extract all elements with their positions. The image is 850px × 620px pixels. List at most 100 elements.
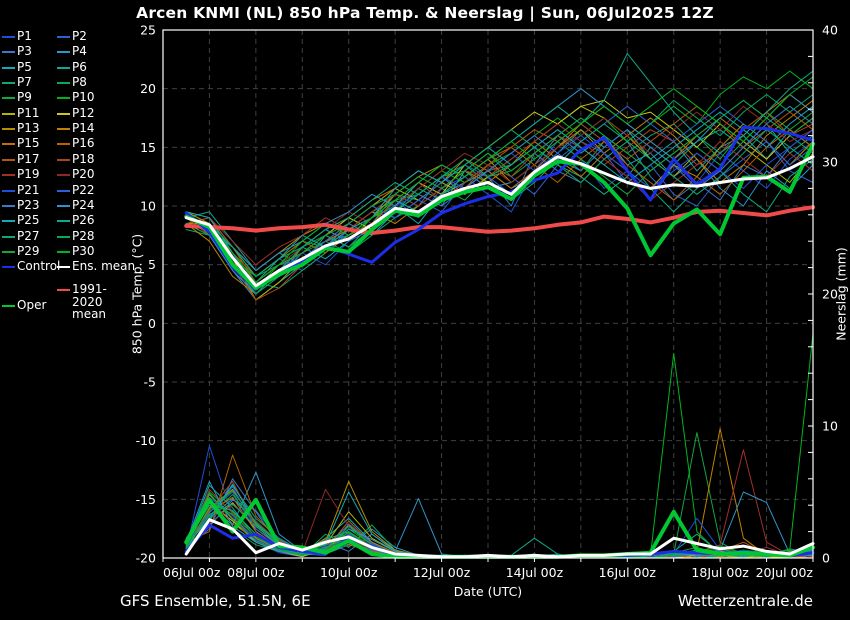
legend-item-p4: P4 <box>57 45 87 58</box>
series-temp-1991-2020 mean <box>184 205 815 235</box>
legend-label: Control <box>17 259 61 274</box>
legend-swatch-p17 <box>2 158 15 161</box>
legend-item-p3: P3 <box>2 45 32 58</box>
legend-swatch-p23 <box>2 204 15 207</box>
legend-item-p28: P28 <box>57 228 95 243</box>
legend-swatch-p3 <box>2 51 15 54</box>
legend-label: P21 <box>17 182 40 197</box>
legend-label: P14 <box>72 121 95 136</box>
legend-swatch-p10 <box>57 97 70 100</box>
legend-item-p14: P14 <box>57 122 95 135</box>
footer-model-info: GFS Ensemble, 51.5N, 6E <box>120 592 311 610</box>
legend-swatch-p8 <box>57 82 70 85</box>
legend-label: P2 <box>72 29 87 43</box>
legend-swatch-p6 <box>57 66 70 69</box>
series-precip-Ens. mean <box>184 518 815 559</box>
legend-item-p13: P13 <box>2 122 40 135</box>
legend-item-p22: P22 <box>57 182 95 197</box>
series-temp-Oper <box>184 141 815 291</box>
legend-label: P24 <box>72 197 95 212</box>
member-temp-P22 <box>185 105 814 289</box>
legend-swatch-p7 <box>2 82 15 85</box>
legend-swatch-p13 <box>2 128 15 131</box>
legend-swatch-oper <box>2 304 15 307</box>
legend-item-p10: P10 <box>57 91 95 104</box>
x-tick-label: 18Jul 00z <box>691 565 749 580</box>
legend-swatch-p12 <box>57 112 70 115</box>
legend-swatch-p15 <box>2 143 15 146</box>
legend-label: P15 <box>17 136 40 151</box>
series-temp-Ens. mean <box>184 155 815 288</box>
legend-item-p7: P7 <box>2 76 32 89</box>
member-precip-P10 <box>185 352 814 559</box>
legend-item-p1: P1 <box>2 30 32 43</box>
legend-item-clim: 1991-2020 mean <box>57 283 134 321</box>
legend-label: P29 <box>17 243 40 258</box>
legend-label: P19 <box>17 167 40 182</box>
legend-label: P23 <box>17 197 40 212</box>
member-temp-P25 <box>185 105 814 283</box>
legend-swatch-ens-mean <box>57 266 70 269</box>
legend-swatch-p1 <box>2 36 15 38</box>
x-tick-label: 16Jul 00z <box>599 565 657 580</box>
member-precip-P30 <box>185 333 814 559</box>
legend-swatch-p21 <box>2 189 15 192</box>
right-tick-label: 40 <box>822 23 838 38</box>
legend-swatch-p19 <box>2 174 15 177</box>
right-tick-label: 20 <box>822 287 838 302</box>
legend-swatch-p9 <box>2 97 15 100</box>
legend-label: P25 <box>17 213 40 228</box>
legend-swatch-p20 <box>57 174 70 177</box>
legend-label: P26 <box>72 213 95 228</box>
legend-item-p16: P16 <box>57 137 95 150</box>
legend-label: P7 <box>17 75 32 90</box>
legend-swatch-p28 <box>57 235 70 238</box>
legend-label: P5 <box>17 59 32 74</box>
legend-label: P30 <box>72 243 95 258</box>
legend-item-ens-mean: Ens. mean <box>57 260 135 273</box>
x-tick-label: 20Jul 00z <box>756 565 814 580</box>
legend-label: Ens. mean <box>72 259 136 274</box>
legend-swatch-control <box>2 266 15 269</box>
legend-swatch-p24 <box>57 204 70 207</box>
legend-item-p12: P12 <box>57 107 95 120</box>
x-axis-label: Date (UTC) <box>453 584 523 599</box>
legend-label: 1991-2020 mean <box>72 282 107 322</box>
legend-item-p15: P15 <box>2 137 40 150</box>
legend-label: P28 <box>72 228 95 243</box>
x-tick-label: 10Jul 00z <box>320 565 378 580</box>
left-tick-label: 15 <box>140 140 156 155</box>
legend-item-p18: P18 <box>57 153 95 166</box>
x-tick-label: 12Jul 00z <box>413 565 471 580</box>
legend-item-p25: P25 <box>2 214 40 227</box>
member-temp-P30 <box>185 76 814 283</box>
legend-swatch-p22 <box>57 189 70 192</box>
legend-item-p6: P6 <box>57 61 87 74</box>
legend-label: P8 <box>72 75 87 90</box>
legend-item-p17: P17 <box>2 153 40 166</box>
legend-label: P9 <box>17 90 32 105</box>
left-tick-label: -20 <box>136 551 156 566</box>
legend-label: P20 <box>72 167 95 182</box>
legend-label: P12 <box>72 105 95 120</box>
right-tick-label: 0 <box>822 551 830 566</box>
left-tick-label: 25 <box>140 23 156 38</box>
left-tick-label: 10 <box>140 199 156 214</box>
x-tick-label: 06Jul 00z <box>163 565 221 580</box>
legend-label: P13 <box>17 121 40 136</box>
legend-swatch-p26 <box>57 220 70 223</box>
legend-swatch-p30 <box>57 250 70 253</box>
legend-item-p5: P5 <box>2 61 32 74</box>
legend-swatch-p14 <box>57 128 70 131</box>
legend-label: P18 <box>72 151 95 166</box>
chart-title: Arcen KNMI (NL) 850 hPa Temp. & Neerslag… <box>136 4 714 22</box>
legend-label: Oper <box>17 297 47 312</box>
legend-label: P6 <box>72 59 87 74</box>
member-temp-P13 <box>185 123 814 271</box>
legend-item-p23: P23 <box>2 199 40 212</box>
right-tick-label: 10 <box>822 419 838 434</box>
member-temp-P29 <box>185 99 814 277</box>
legend-label: P22 <box>72 182 95 197</box>
legend-item-control: Control <box>2 260 60 273</box>
left-tick-label: -5 <box>144 375 156 390</box>
